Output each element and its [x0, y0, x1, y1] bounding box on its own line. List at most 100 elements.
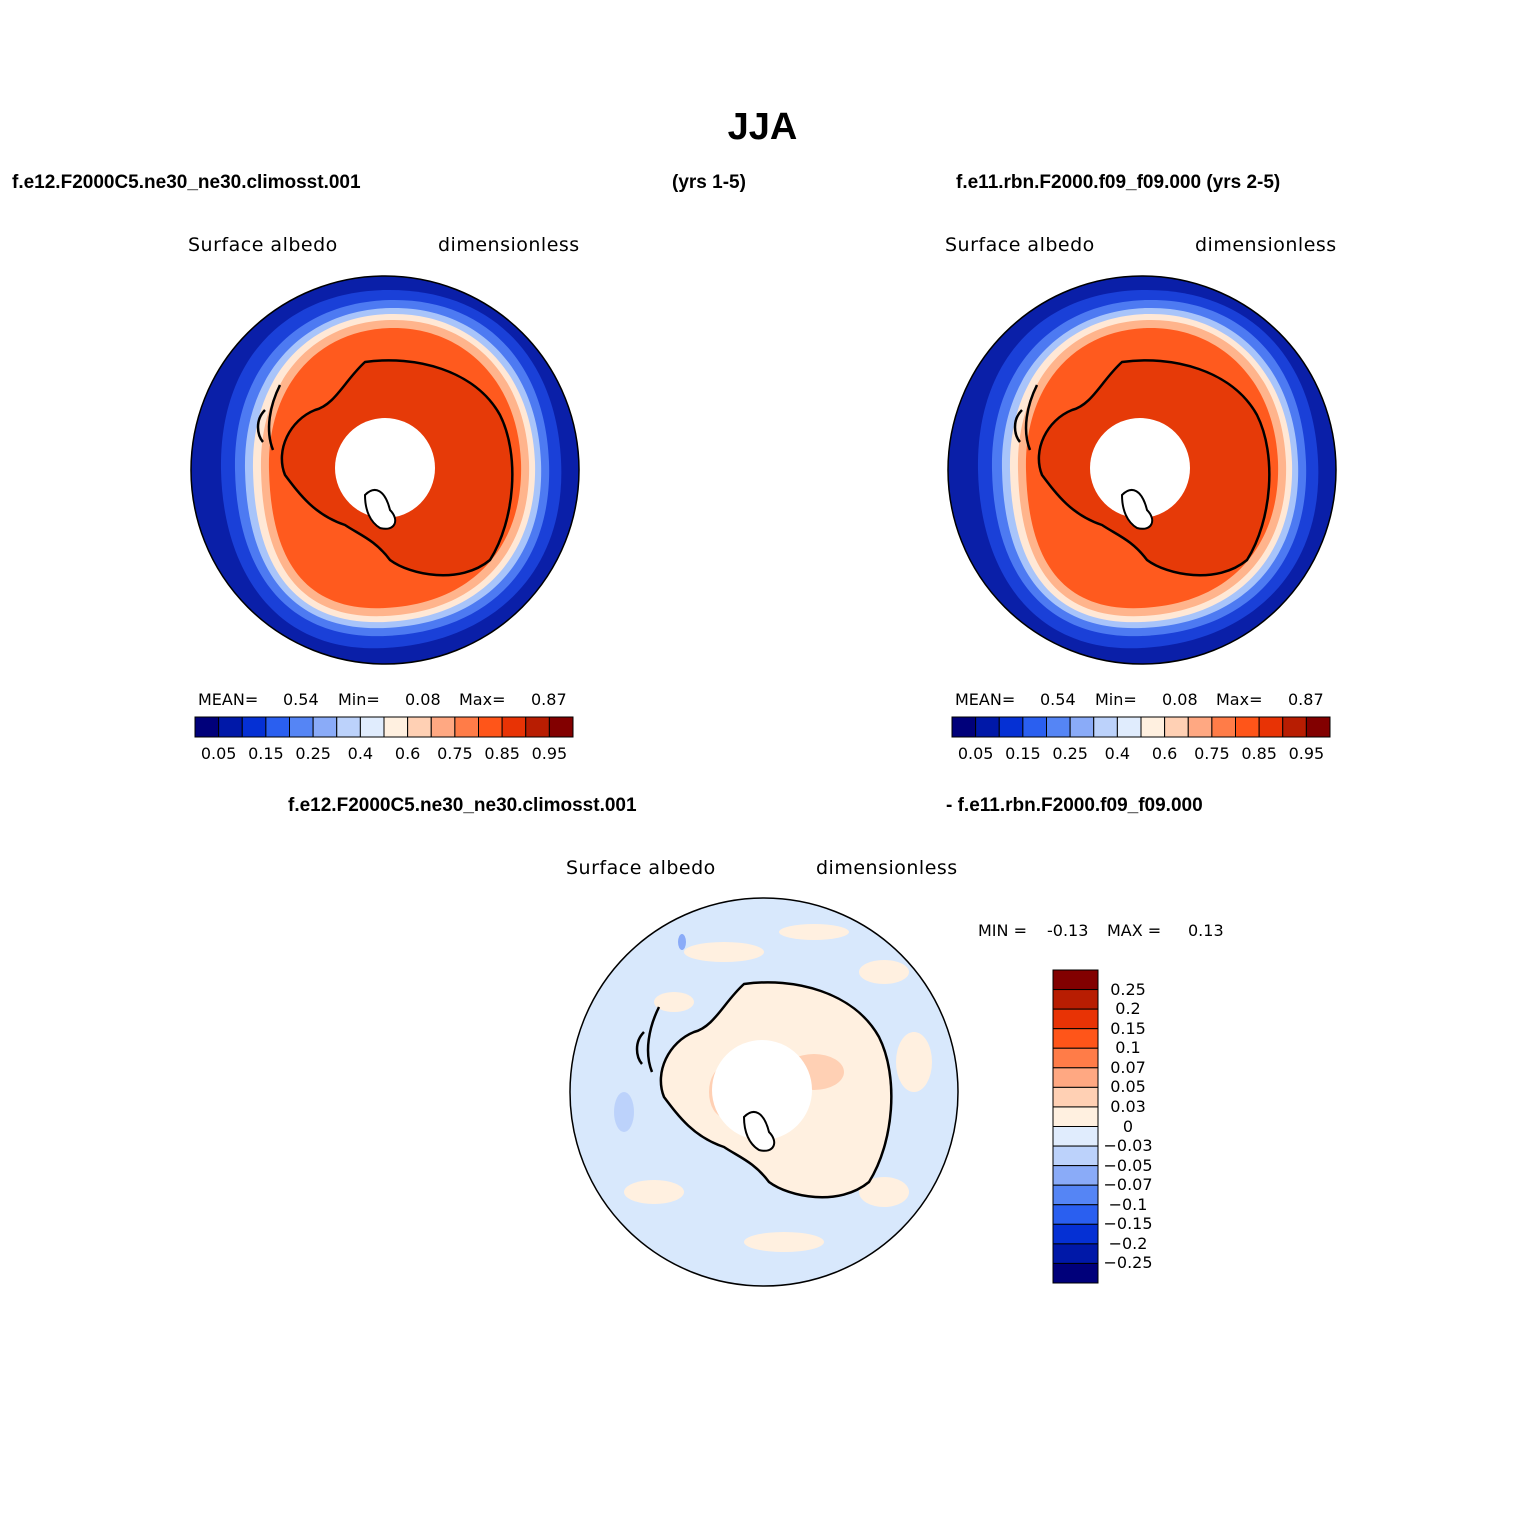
panel1-colorbar-tick-label: 0.6 — [394, 744, 421, 763]
panel3-colorbar-box — [1052, 1262, 1099, 1284]
figure-title: JJA — [727, 106, 798, 148]
panel2-colorbar-tick-label: 0.4 — [1104, 744, 1131, 763]
panel2-colorbar-tick-label: 0.85 — [1241, 744, 1277, 763]
panel3-case-a-label: f.e12.F2000C5.ne30_ne30.climosst.001 — [288, 795, 637, 816]
panel2-colorbar-box — [1187, 716, 1213, 738]
panel1-colorbar-tick-label: 0.15 — [248, 744, 284, 763]
panel2-colorbar-tick-label: 0.95 — [1288, 744, 1325, 763]
panel2-colorbar-box — [1116, 716, 1142, 738]
panel2-colorbar-box — [1164, 716, 1189, 738]
panel2-colorbar-box — [1140, 716, 1166, 738]
panel3-case-b-label: - f.e11.rbn.F2000.f09_f09.000 — [946, 795, 1203, 816]
panel2-colorbar-tick-label: 0.75 — [1194, 744, 1230, 763]
panel3-units-label: dimensionless — [816, 857, 958, 879]
panel3-colorbar-tick-label: −0.05 — [1103, 1155, 1153, 1175]
panel3-colorbar-tick-label: 0.2 — [1115, 999, 1141, 1019]
panel3-difference-map — [569, 897, 959, 1287]
panel3-colorbar-box — [1052, 1086, 1099, 1108]
panel3-colorbar-box — [1052, 1047, 1099, 1069]
panel1-mean-value: 0.54 — [283, 690, 319, 709]
panel2-colorbar-tick-label: 0.05 — [957, 744, 994, 763]
panel3-colorbar-tick-label: −0.1 — [1108, 1194, 1148, 1214]
panel2-colorbar-box — [1022, 716, 1047, 738]
panel1-colorbar-box — [383, 716, 409, 738]
panel2-colorbar-tick-label: 0.6 — [1151, 744, 1178, 763]
panel3-colorbar-box — [1052, 989, 1099, 1010]
panel1-colorbar-box — [525, 716, 550, 738]
panel2-units-label: dimensionless — [1195, 234, 1337, 256]
panel1-colorbar-tick-label: 0.4 — [347, 744, 374, 763]
panel1-colorbar-box — [359, 716, 385, 738]
panel1-colorbar — [194, 716, 574, 738]
panel1-colorbar-tick-label: 0.85 — [484, 744, 520, 763]
panel2-colorbar-box — [1282, 716, 1307, 738]
panel2-colorbar-box — [1046, 716, 1071, 738]
panel1-colorbar-tick-label: 0.75 — [437, 744, 473, 763]
panel2-colorbar-box — [1235, 716, 1260, 738]
panel1-colorbar-tick-label: 0.25 — [295, 744, 331, 763]
panel3-colorbar-box — [1052, 1126, 1099, 1147]
panel1-colorbar-box — [218, 716, 243, 738]
panel3-colorbar-tick-label: 0.03 — [1110, 1096, 1146, 1116]
panel3-colorbar-tick-label: 0 — [1122, 1116, 1134, 1136]
panel3-colorbar-tick-label: −0.15 — [1103, 1214, 1153, 1234]
panel1-min-value: 0.08 — [405, 690, 441, 709]
panel1-colorbar-box — [407, 716, 432, 738]
panel3-colorbar-tick-label: 0.05 — [1110, 1077, 1146, 1097]
panel2-colorbar-box — [1305, 716, 1331, 738]
panel3-colorbar-box — [1052, 1106, 1099, 1127]
panel1-polar-map — [190, 275, 580, 665]
panel2-case-label: f.e11.rbn.F2000.f09_f09.000 (yrs 2-5) — [956, 172, 1281, 193]
panel2-colorbar-tick-label: 0.25 — [1052, 744, 1088, 763]
panel3-colorbar-box — [1052, 1028, 1099, 1049]
panel3-colorbar-box — [1052, 1165, 1099, 1186]
panel3-colorbar-box — [1052, 1204, 1099, 1225]
panel1-colorbar-box — [548, 716, 574, 738]
panel3-colorbar-tick-label: 0.25 — [1110, 979, 1146, 999]
panel2-max-value: 0.87 — [1288, 690, 1324, 709]
panel1-colorbar-box — [478, 716, 503, 738]
panel1-case-label: f.e12.F2000C5.ne30_ne30.climosst.001 — [12, 172, 361, 193]
panel2-colorbar-box — [1093, 716, 1118, 738]
panel1-colorbar-box — [430, 716, 456, 738]
panel1-colorbar-tick-label: 0.05 — [200, 744, 237, 763]
panel1-colorbar-box — [194, 716, 220, 738]
panel3-colorbar-box — [1052, 1008, 1099, 1030]
panel3-max-value: 0.13 — [1188, 921, 1224, 940]
panel2-colorbar-tick-label: 0.15 — [1005, 744, 1041, 763]
panel1-colorbar-box — [312, 716, 338, 738]
panel1-years-label: (yrs 1-5) — [672, 172, 746, 193]
panel2-colorbar-box — [951, 716, 977, 738]
panel3-colorbar-tick-label: 0.07 — [1110, 1057, 1146, 1077]
panel1-colorbar-box — [289, 716, 314, 738]
panel3-colorbar-box — [1052, 1145, 1099, 1167]
panel3-colorbar-tick-label: −0.07 — [1103, 1175, 1153, 1195]
panel1-colorbar-box — [501, 716, 527, 738]
panel3-min-value: -0.13 — [1047, 921, 1089, 940]
panel3-colorbar-tick-label: 0.15 — [1110, 1018, 1146, 1038]
panel3-colorbar — [1052, 969, 1099, 1284]
panel1-colorbar-box — [336, 716, 361, 738]
panel2-min-value: 0.08 — [1162, 690, 1198, 709]
panel3-colorbar-tick-label: −0.2 — [1108, 1233, 1148, 1253]
panel3-max-label: MAX = — [1107, 921, 1162, 940]
panel2-colorbar-box — [1069, 716, 1095, 738]
panel1-colorbar-tick-label: 0.95 — [531, 744, 568, 763]
panel2-colorbar — [951, 716, 1331, 738]
panel2-colorbar-box — [1211, 716, 1236, 738]
panel1-variable-label: Surface albedo — [188, 234, 338, 256]
panel2-max-label: Max= — [1216, 690, 1263, 709]
panel3-colorbar-box — [1052, 1243, 1099, 1264]
panel3-colorbar-box — [1052, 1223, 1099, 1245]
panel2-colorbar-box — [975, 716, 1000, 738]
panel2-colorbar-box — [998, 716, 1024, 738]
panel3-colorbar-box — [1052, 969, 1099, 991]
panel3-min-label: MIN = — [978, 921, 1027, 940]
panel1-max-value: 0.87 — [531, 690, 567, 709]
panel3-variable-label: Surface albedo — [566, 857, 716, 879]
panel3-colorbar-box — [1052, 1067, 1099, 1088]
panel2-min-label: Min= — [1095, 690, 1137, 709]
panel3-colorbar-tick-label: 0.1 — [1115, 1038, 1141, 1058]
panel2-mean-value: 0.54 — [1040, 690, 1076, 709]
panel1-mean-label: MEAN= — [198, 690, 259, 709]
